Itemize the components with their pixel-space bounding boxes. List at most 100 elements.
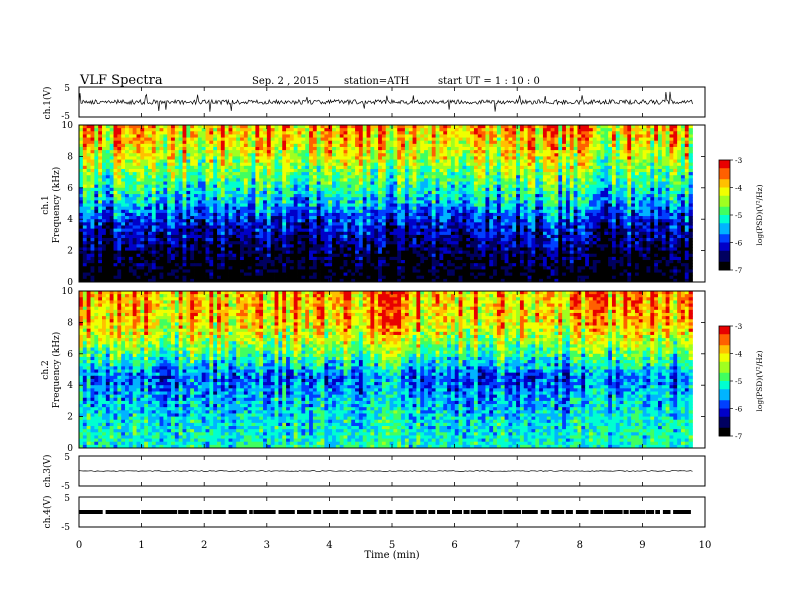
spectrogram-cell	[309, 209, 314, 214]
spectrogram-cell	[596, 156, 601, 160]
spectrogram-cell	[171, 131, 176, 135]
spectrogram-cell	[301, 140, 306, 145]
spectrogram-cell	[677, 216, 682, 220]
spectrogram-cell	[443, 200, 448, 204]
spectrogram-cell	[174, 143, 180, 148]
spectrogram-cell	[420, 181, 425, 186]
spectrogram-cell	[680, 137, 686, 142]
spectrogram-cell	[542, 140, 548, 145]
spectrogram-cell	[416, 212, 421, 217]
spectrogram-cell	[558, 128, 563, 132]
spectrogram-cell	[650, 131, 655, 135]
spectrogram-cell	[121, 200, 126, 204]
spectrogram-cell	[132, 125, 137, 129]
spectrogram-cell	[140, 153, 145, 157]
spectrogram-cell	[381, 200, 387, 204]
spectrogram-cell	[508, 206, 513, 211]
spectrogram-cell	[328, 194, 333, 198]
spectrogram-cell	[680, 172, 686, 176]
spectrogram-cell	[163, 172, 168, 176]
spectrogram-cell	[201, 140, 206, 145]
spectrogram-cell	[289, 159, 295, 164]
spectrogram-cell	[378, 159, 383, 164]
spectrogram-cell	[562, 200, 567, 204]
spectrogram-cell	[286, 175, 291, 179]
spectrogram-cell	[443, 150, 448, 154]
spectrogram-cell	[90, 187, 95, 192]
spectrogram-cell	[186, 219, 191, 223]
spectrogram-cell	[190, 209, 195, 214]
spectrogram-cell	[374, 219, 379, 223]
spectrogram-cell	[351, 125, 356, 129]
spectrogram-cell	[121, 181, 126, 186]
spectrogram-cell	[113, 146, 118, 151]
spectrogram-cell	[205, 125, 210, 129]
spectrogram-cell	[209, 134, 214, 138]
spectrogram-cell	[439, 159, 444, 164]
spectrogram-cell	[458, 153, 463, 157]
spectrogram-cell	[611, 197, 617, 201]
spectrogram-cell	[466, 209, 471, 214]
spectrogram-cell	[481, 178, 486, 182]
spectrogram-cell	[144, 162, 149, 167]
spectrogram-cell	[680, 146, 686, 151]
spectrogram-cell	[569, 153, 575, 157]
spectrogram-cell	[443, 209, 448, 214]
spectrogram-cell	[159, 219, 164, 223]
spectrogram-cell	[508, 168, 513, 173]
spectrogram-cell	[332, 172, 337, 176]
spectrogram-cell	[194, 190, 199, 195]
spectrogram-cell	[144, 197, 149, 201]
spectrogram-cell	[82, 184, 88, 189]
spectrogram-cell	[247, 143, 252, 148]
spectrogram-cell	[569, 216, 575, 220]
spectrogram-cell	[665, 175, 670, 179]
spectrogram-cell	[550, 146, 555, 151]
spectrogram-cell	[650, 156, 655, 160]
spectrogram-cell	[194, 200, 199, 204]
spectrogram-cell	[232, 168, 237, 173]
spectrogram-cell	[439, 156, 444, 160]
spectrogram-cell	[508, 187, 513, 192]
spectrogram-cell	[163, 181, 168, 186]
spectrogram-cell	[82, 137, 88, 142]
spectrogram-cell	[473, 131, 479, 135]
spectrogram-cell	[282, 165, 287, 170]
spectrogram-cell	[263, 156, 268, 160]
spectrogram-cell	[167, 175, 172, 179]
spectrogram-cell	[458, 162, 463, 167]
spectrogram-cell	[661, 209, 667, 214]
spectrogram-cell	[148, 146, 153, 151]
spectrogram-cell	[148, 190, 153, 195]
spectrogram-cell	[454, 150, 459, 154]
spectrogram-cell	[542, 206, 548, 211]
spectrogram-cell	[654, 219, 659, 223]
spectrogram-cell	[600, 200, 605, 204]
spectrogram-cell	[623, 168, 628, 173]
spectrogram-cell	[481, 175, 486, 179]
spectrogram-cell	[347, 194, 352, 198]
spectrogram-cell	[680, 131, 686, 135]
spectrogram-cell	[140, 187, 145, 192]
spectrogram-cell	[454, 128, 459, 132]
spectrogram-cell	[427, 187, 433, 192]
spectrogram-cell	[339, 165, 344, 170]
spectrogram-cell	[654, 206, 659, 211]
spectrogram-cell	[190, 200, 195, 204]
spectrogram-cell	[404, 187, 410, 192]
spectrogram-cell	[577, 219, 582, 223]
spectrogram-cell	[332, 168, 337, 173]
spectrogram-cell	[128, 168, 134, 173]
spectrogram-cell	[335, 162, 341, 167]
spectrogram-cell	[573, 187, 578, 192]
spectrogram-cell	[174, 159, 180, 164]
spectrogram-cell	[665, 197, 670, 201]
spectrogram-cell	[631, 194, 636, 198]
spectrogram-cell	[673, 137, 678, 142]
spectrogram-cell	[305, 168, 310, 173]
spectrogram-cell	[466, 125, 471, 129]
spectrogram-cell	[148, 203, 153, 208]
spectrogram-cell	[554, 200, 559, 204]
spectrogram-cell	[240, 184, 245, 189]
spectrogram-cell	[270, 219, 275, 223]
